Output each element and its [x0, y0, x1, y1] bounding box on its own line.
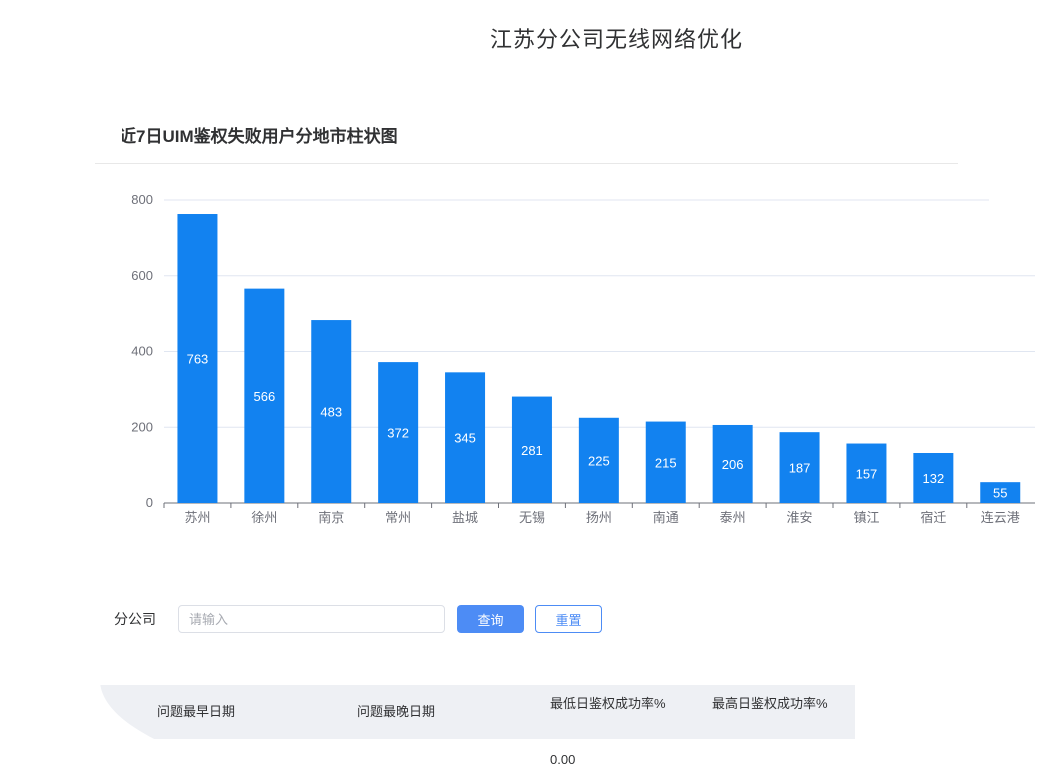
title-clip-mask — [756, 16, 786, 56]
x-tick-label: 淮安 — [787, 510, 813, 525]
y-tick-label: 200 — [131, 419, 153, 434]
data-label: 206 — [722, 457, 744, 472]
data-label: 55 — [993, 486, 1007, 501]
bar — [177, 214, 218, 504]
data-label: 566 — [253, 389, 275, 404]
column-header: 问题最早日期 — [157, 704, 236, 719]
x-tick-label: 无锡 — [519, 510, 545, 525]
bar — [445, 372, 486, 503]
x-tick-label: 宿迁 — [920, 510, 946, 525]
bar — [846, 443, 887, 503]
x-tick-label: 南通 — [653, 510, 679, 525]
y-tick-label: 600 — [131, 268, 153, 283]
bar — [980, 482, 1021, 503]
table-cell-min-rate: 0.00 — [550, 752, 576, 764]
data-label: 763 — [187, 352, 209, 367]
bar — [378, 362, 419, 503]
data-label: 187 — [789, 461, 811, 476]
bar — [913, 453, 954, 503]
bar — [244, 288, 285, 503]
x-tick-label: 南京 — [318, 510, 344, 525]
table-header: 问题最早日期 问题最晚日期 最低日鉴权成功率% 最高日鉴权成功率% — [100, 685, 855, 739]
bar — [311, 320, 352, 503]
data-label: 483 — [320, 405, 342, 420]
page-title: 江苏分公司无线网络优化 — [489, 27, 743, 52]
data-label: 215 — [655, 455, 677, 470]
chart-title: 近7日UIM鉴权失败用户分地市柱状图 — [119, 127, 398, 146]
bar — [578, 417, 619, 503]
bar — [645, 421, 686, 503]
branch-input[interactable] — [178, 605, 445, 633]
y-tick-label: 800 — [131, 192, 153, 207]
x-tick-label: 扬州 — [586, 510, 612, 525]
data-label: 372 — [387, 426, 409, 441]
x-tick-label: 镇江 — [853, 510, 879, 525]
column-header: 最低日鉴权成功率% — [550, 696, 666, 711]
x-tick-label: 徐州 — [251, 510, 277, 525]
x-tick-label: 泰州 — [720, 510, 746, 525]
data-label: 132 — [922, 471, 944, 486]
bar — [712, 424, 753, 503]
column-header: 问题最晚日期 — [357, 704, 436, 719]
results-table: 问题最早日期 问题最晚日期 最低日鉴权成功率% 最高日鉴权成功率% 0.00 — [100, 685, 855, 764]
bar-chart: 0 200 400 600 800 763 苏州 566 徐州 483 南京 372 常州 345 盐城 28… — [131, 192, 1035, 525]
bar — [779, 432, 820, 503]
column-header: 最高日鉴权成功率% — [712, 696, 828, 711]
data-label: 281 — [521, 443, 543, 458]
reset-button[interactable]: 重置 — [535, 605, 602, 633]
x-tick-label: 苏州 — [184, 510, 210, 525]
x-tick-label: 盐城 — [452, 510, 478, 525]
filter-label: 分公司 — [114, 611, 156, 627]
y-tick-label: 0 — [146, 495, 153, 510]
y-tick-label: 400 — [131, 344, 153, 359]
data-label: 225 — [588, 453, 610, 468]
chart-title-clip-mask — [100, 116, 122, 146]
data-label: 157 — [856, 466, 878, 481]
bar — [511, 396, 552, 503]
x-tick-label: 常州 — [385, 510, 411, 525]
data-label: 345 — [454, 431, 476, 446]
chart-divider — [95, 163, 958, 164]
query-button[interactable]: 查询 — [457, 605, 524, 633]
x-tick-label: 连云港 — [981, 510, 1020, 525]
